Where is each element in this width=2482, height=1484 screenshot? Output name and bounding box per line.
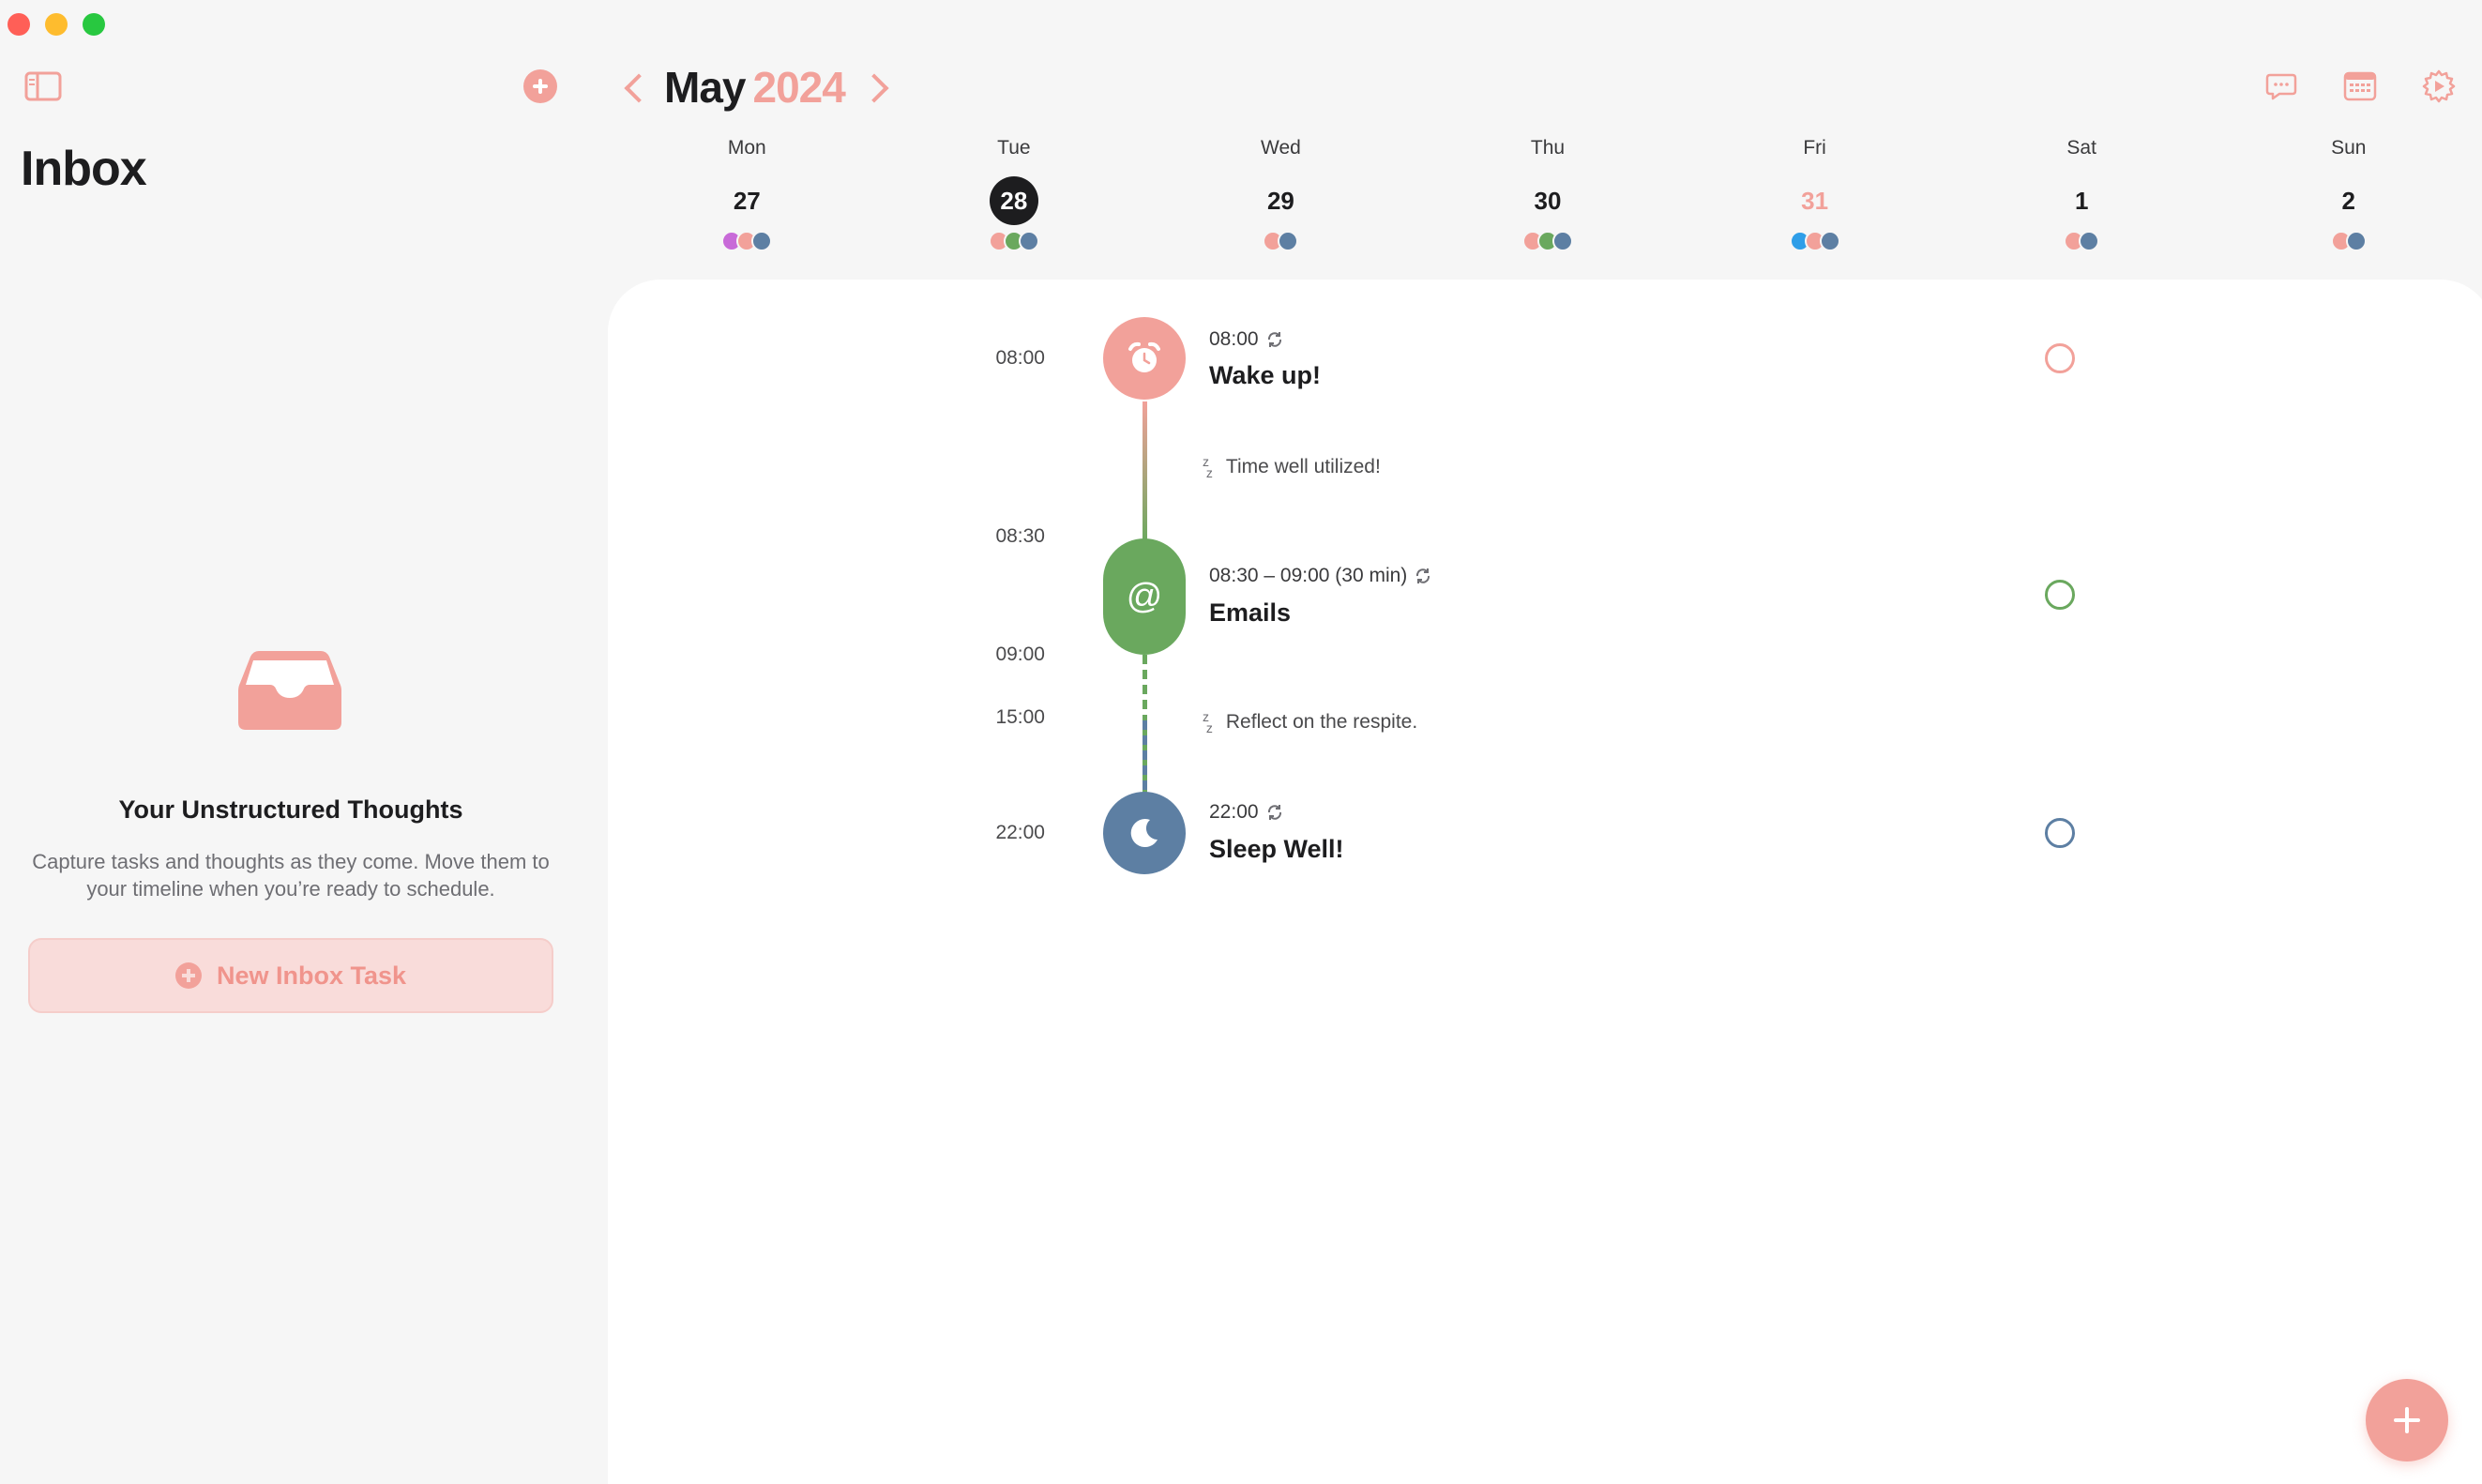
timeline-panel: 08:00 08:30 09:00 15:00 22:00 08:00 Wake… (608, 280, 2482, 1484)
day-name: Mon (727, 137, 766, 159)
repeat-icon (1416, 568, 1430, 583)
day-column[interactable]: Mon 27 (613, 137, 881, 251)
day-name: Fri (1803, 137, 1826, 159)
day-event-dots (613, 231, 881, 251)
timeline-connector (1143, 401, 1147, 542)
day-event-dots (1147, 231, 1415, 251)
day-event-dots (1681, 231, 1948, 251)
week-strip: Mon 27 Tue 28 Wed 29 Thu 30 (613, 137, 2482, 251)
day-event-dots (881, 231, 1148, 251)
day-event-dots (1415, 231, 1682, 251)
sleep-zz-icon: z z (1203, 454, 1213, 480)
day-name: Sat (2066, 137, 2096, 159)
month-navigator: May 2024 (619, 62, 890, 113)
empty-state-description: Capture tasks and thoughts as they come.… (32, 850, 550, 901)
month-title: May 2024 (664, 62, 846, 113)
event-icon-badge[interactable]: @ (1103, 538, 1186, 655)
gap-note: z z Reflect on the respite. (1203, 709, 1418, 735)
add-inbox-item-button[interactable] (523, 69, 557, 103)
day-number: 27 (733, 187, 761, 215)
event-title[interactable]: Emails (1209, 598, 1292, 627)
day-event-dots (2215, 231, 2482, 251)
chat-bubble-icon[interactable] (2264, 69, 2298, 103)
event-title[interactable]: Wake up! (1209, 361, 1322, 389)
day-number: 2 (2341, 187, 2355, 215)
sidebar-toggle-icon[interactable] (24, 71, 62, 101)
inbox-sidebar: Inbox Your Unstructured Thoughts Capture… (0, 0, 608, 1484)
alarm-clock-icon (1128, 341, 1160, 372)
day-number: 29 (1266, 187, 1294, 215)
complete-checkbox[interactable] (2045, 580, 2075, 610)
event-time-meta: 08:30 – 09:00 (30 min) (1209, 565, 1431, 587)
repeat-icon (1267, 805, 1281, 820)
month-year: 2024 (752, 63, 845, 112)
maximize-window-button[interactable] (83, 13, 105, 36)
event-time-meta: 08:00 (1209, 328, 1283, 351)
previous-week-button[interactable] (619, 70, 647, 104)
toolbar (2264, 69, 2456, 103)
add-task-fab-button[interactable] (2366, 1379, 2448, 1461)
event-icon-badge[interactable] (1103, 317, 1186, 400)
complete-checkbox[interactable] (2045, 818, 2075, 848)
settings-gear-icon[interactable] (2422, 69, 2456, 103)
inbox-tray-icon (238, 651, 341, 730)
moon-dot-icon (2345, 231, 2367, 251)
day-name: Sun (2331, 137, 2367, 159)
time-label: 15:00 (995, 706, 1045, 728)
timeline-dashed-connector (1143, 720, 1147, 805)
gap-note-text: Reflect on the respite. (1225, 711, 1418, 733)
day-column[interactable]: Wed 29 (1147, 137, 1415, 251)
repeat-icon (1267, 332, 1281, 347)
day-column[interactable]: Thu 30 (1415, 137, 1682, 251)
day-number: 30 (1534, 187, 1562, 215)
day-column[interactable]: Tue 28 (881, 137, 1148, 251)
empty-state-title: Your Unstructured Thoughts (118, 795, 463, 824)
at-sign-icon: @ (1126, 576, 1163, 616)
moon-dot-icon (1552, 231, 1574, 251)
event-time: 22:00 (1209, 801, 1259, 823)
minimize-window-button[interactable] (45, 13, 68, 36)
calendar-icon[interactable] (2343, 69, 2377, 103)
event-title[interactable]: Sleep Well! (1209, 835, 1344, 863)
plus-circle-icon (174, 962, 202, 989)
event-icon-badge[interactable] (1103, 792, 1186, 874)
event-time: 08:30 – 09:00 (30 min) (1209, 565, 1408, 586)
moon-dot-icon (1278, 231, 1299, 251)
day-name: Thu (1530, 137, 1566, 159)
time-label: 09:00 (995, 644, 1045, 665)
moon-dot-icon (2079, 231, 2100, 251)
event-time-meta: 22:00 (1209, 801, 1283, 824)
day-number-today: 28 (989, 176, 1038, 225)
time-label: 08:00 (995, 347, 1045, 369)
time-label: 22:00 (995, 822, 1045, 843)
new-inbox-task-button[interactable]: New Inbox Task (28, 938, 553, 1013)
complete-checkbox[interactable] (2045, 343, 2075, 373)
time-label: 08:30 (995, 525, 1045, 547)
month-name: May (664, 63, 746, 112)
day-column[interactable]: Sat 1 (1948, 137, 2216, 251)
moon-icon (1130, 819, 1158, 848)
event-time: 08:00 (1209, 328, 1259, 350)
moon-dot-icon (1018, 231, 1039, 251)
moon-dot-icon (1819, 231, 1840, 251)
close-window-button[interactable] (8, 13, 30, 36)
gap-note-text: Time well utilized! (1225, 456, 1381, 477)
new-inbox-task-label: New Inbox Task (216, 961, 407, 990)
day-number: 31 (1801, 187, 1829, 215)
day-number: 1 (2074, 187, 2089, 215)
sleep-zz-icon: z z (1203, 709, 1213, 735)
window-controls (8, 13, 105, 36)
moon-dot-icon (751, 231, 773, 251)
day-column[interactable]: Fri 31 (1681, 137, 1948, 251)
day-event-dots (1948, 231, 2216, 251)
day-name: Wed (1261, 137, 1301, 159)
page-title: Inbox (21, 142, 147, 196)
day-name: Tue (997, 137, 1031, 159)
day-column[interactable]: Sun 2 (2215, 137, 2482, 251)
gap-note: z z Time well utilized! (1203, 454, 1381, 480)
next-week-button[interactable] (862, 70, 890, 104)
